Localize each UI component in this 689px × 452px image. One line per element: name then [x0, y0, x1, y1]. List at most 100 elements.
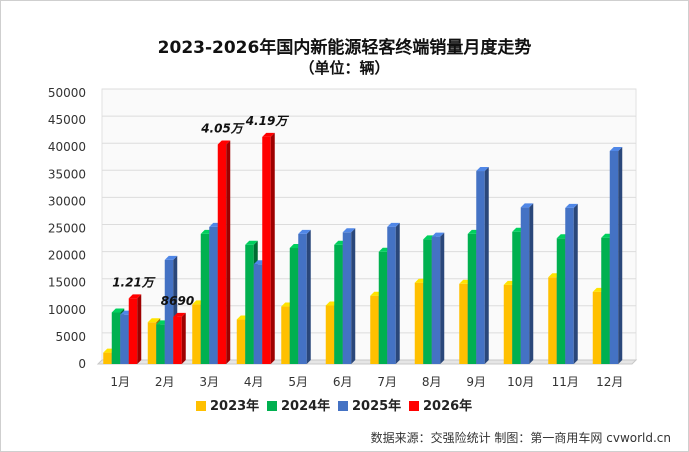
bar-front — [342, 232, 352, 364]
legend-swatch — [196, 401, 206, 411]
bar-front — [281, 306, 290, 364]
bar-front — [325, 305, 335, 364]
bar — [476, 167, 489, 364]
chart-subtitle: （单位：辆） — [299, 59, 390, 77]
legend-swatch — [409, 401, 419, 411]
bar-front — [520, 207, 530, 364]
x-tick-label: 4月 — [244, 375, 264, 389]
bar-front — [147, 322, 157, 364]
bar-front — [111, 312, 121, 364]
y-tick-label: 45000 — [48, 113, 86, 127]
legend-item: 2023年 — [196, 398, 259, 414]
bar-front — [192, 304, 201, 364]
y-tick-label: 25000 — [48, 222, 86, 236]
bar-top — [173, 312, 186, 317]
bar-front — [370, 295, 379, 364]
bar-front — [173, 316, 182, 364]
bar-side — [573, 203, 578, 364]
legend-item: 2025年 — [338, 398, 401, 414]
bar-top — [245, 240, 258, 245]
bar — [565, 203, 578, 364]
x-tick-label: 5月 — [288, 375, 308, 389]
legend-label: 2026年 — [423, 398, 472, 414]
bar-front — [209, 226, 218, 364]
bar-front — [431, 236, 441, 364]
bar — [520, 203, 534, 364]
x-tick-label: 7月 — [377, 375, 397, 389]
legend-label: 2024年 — [281, 398, 330, 414]
bar-front — [387, 226, 396, 364]
x-tick-label: 1月 — [110, 375, 130, 389]
source-note: 数据来源：交强险统计 制图：第一商用车网 cvworld.cn — [370, 431, 671, 445]
data-label: 4.05万 — [200, 121, 245, 135]
bar-side — [440, 232, 445, 364]
y-tick-label: 30000 — [48, 194, 86, 208]
bar-side — [395, 222, 400, 364]
bar-front — [565, 207, 574, 364]
data-label: 1.21万 — [112, 275, 156, 289]
bar-front — [128, 298, 138, 364]
data-label: 4.19万 — [245, 114, 290, 128]
bar — [262, 132, 275, 364]
bar-front — [414, 282, 424, 364]
bar-side — [484, 167, 489, 364]
x-tick-label: 8月 — [422, 375, 442, 389]
bar-top — [565, 203, 578, 208]
x-tick-label: 6月 — [333, 375, 353, 389]
bar-top — [111, 308, 125, 313]
x-tick-label: 2月 — [155, 375, 175, 389]
bar-front — [156, 324, 165, 364]
legend-item: 2024年 — [267, 398, 330, 414]
bar — [298, 229, 311, 364]
bar-front — [459, 283, 468, 364]
bar-front — [467, 233, 477, 364]
bar-front — [164, 259, 174, 364]
legend-swatch — [338, 401, 348, 411]
bar-side — [529, 203, 534, 364]
bar-front — [289, 248, 299, 364]
legend-item: 2026年 — [409, 398, 472, 414]
y-tick-label: 20000 — [48, 249, 86, 263]
bar-side — [137, 294, 142, 364]
legend-label: 2023年 — [210, 398, 259, 414]
y-tick-label: 15000 — [48, 276, 86, 290]
bar — [609, 146, 623, 364]
bar-front — [217, 144, 227, 364]
bar-top — [147, 318, 161, 323]
bar-top — [164, 255, 178, 260]
bar-front — [503, 284, 513, 364]
bar-front — [236, 319, 246, 364]
bar-front — [334, 244, 343, 364]
plot-floor — [96, 359, 638, 365]
x-tick-label: 11月 — [552, 375, 579, 389]
bar-side — [270, 132, 275, 364]
bar — [387, 222, 400, 364]
bar-top — [476, 167, 489, 172]
bar-top — [128, 294, 142, 299]
y-tick-label: 10000 — [48, 303, 86, 317]
x-tick-label: 3月 — [199, 375, 219, 389]
bar-side — [181, 312, 186, 364]
bar-front — [512, 231, 521, 364]
bar-front — [200, 233, 210, 364]
bar-top — [520, 203, 534, 208]
y-tick-label: 50000 — [48, 86, 86, 100]
bar-front — [601, 237, 610, 364]
bar-front — [103, 352, 112, 364]
bar-front — [423, 239, 432, 364]
bar-top — [262, 132, 275, 137]
bar — [217, 140, 231, 364]
x-tick-label: 12月 — [596, 375, 623, 389]
y-tick-label: 35000 — [48, 167, 86, 181]
bar-top — [217, 140, 231, 145]
bar-front — [556, 238, 566, 364]
bar-front — [592, 291, 602, 364]
chart-title: 2023-2026年国内新能源轻客终端销量月度走势 — [157, 38, 532, 58]
x-tick-label: 9月 — [466, 375, 486, 389]
bar-front — [245, 244, 254, 364]
bar — [173, 312, 186, 364]
bar-front — [298, 233, 307, 364]
y-tick-label: 0 — [78, 357, 86, 371]
bar-front — [609, 150, 619, 364]
